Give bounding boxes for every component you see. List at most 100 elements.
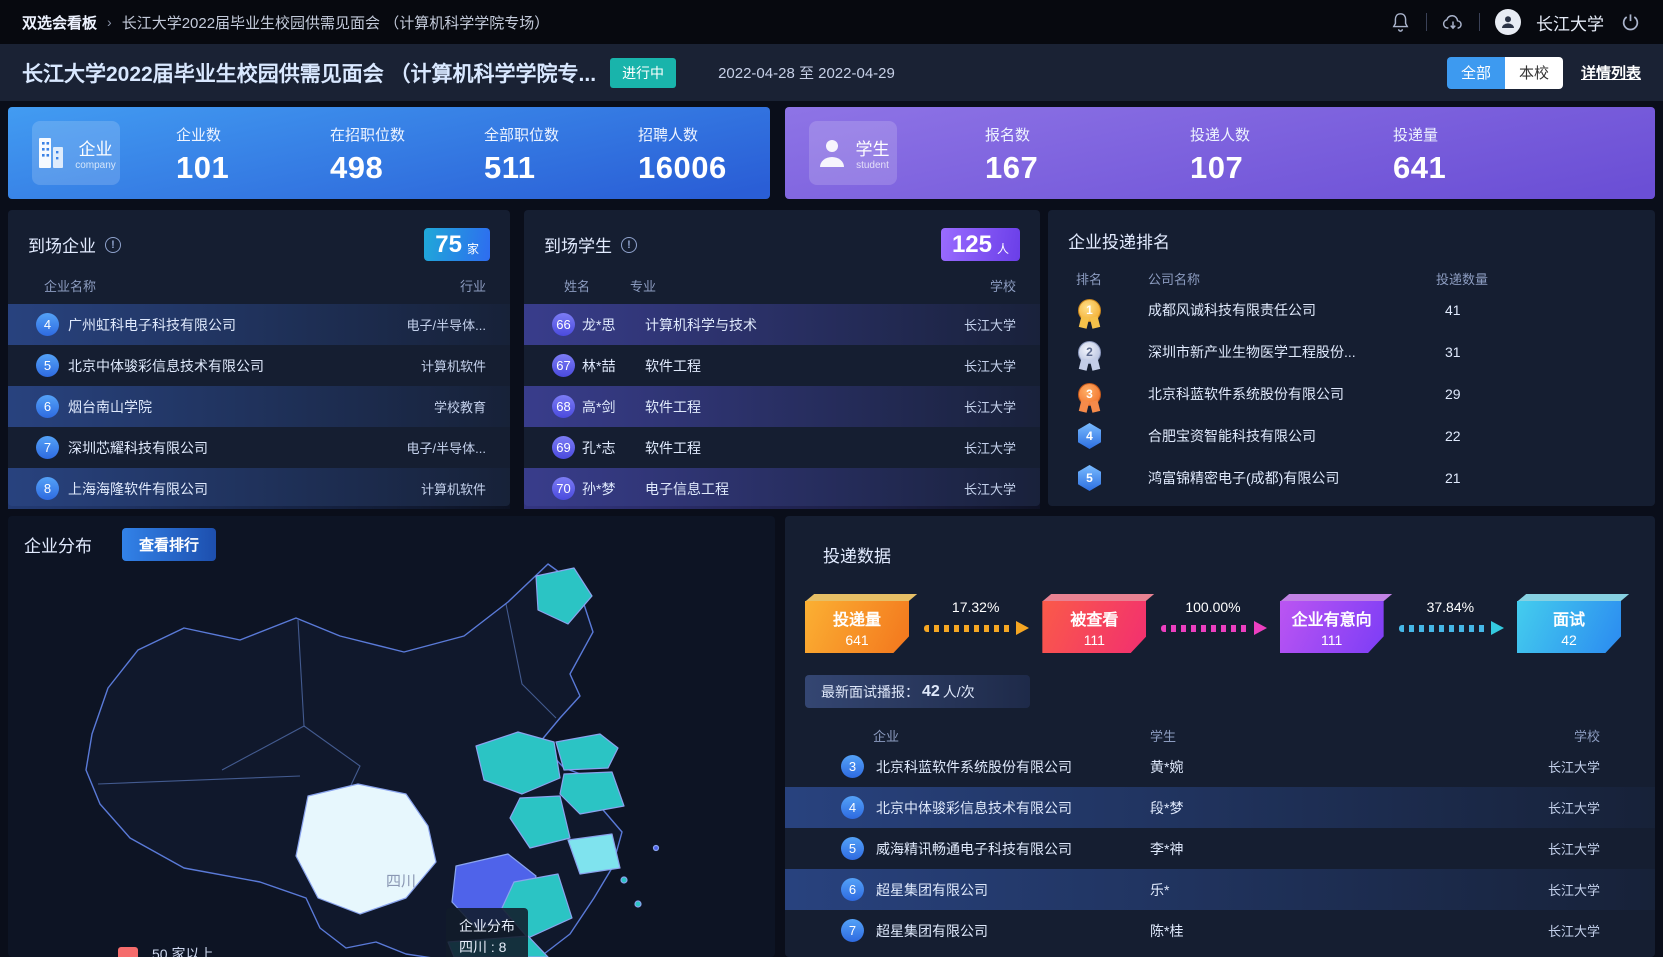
stat-all-positions: 全部职位数 511 [484,127,560,185]
delivery-count: 31 [1445,344,1461,360]
company-name: 北京科蓝软件系统股份有限公司 [1148,386,1344,402]
funnel-stage-viewed: 被查看 111 [1042,594,1155,653]
table-row: 6 烟台南山学院 学校教育 [8,386,510,427]
breadcrumb-root[interactable]: 双选会看板 [22,14,98,32]
row-number-badge: 5 [841,837,864,860]
table-row: 5 鸿富锦精密电子(成都)有限公司 21 [1048,457,1655,499]
table-header: 企业名称 行业 [44,279,486,294]
funnel-stage-delivered: 投递量 641 [805,594,918,653]
student-school: 长江大学 [963,359,1016,374]
stat-company-count: 企业数 101 [176,127,230,185]
conversion-rate: 100.00% [1185,599,1241,615]
student-name: 孔*志 [582,439,616,456]
legend-label: 50 家以上 [152,946,214,957]
table-row: 5 北京中体骏彩信息技术有限公司 计算机软件 [8,345,510,386]
student-name: 黄*婉 [1150,758,1184,775]
row-number-badge: 6 [36,395,59,418]
table-row: 7 超星集团有限公司 陈*桂 长江大学 [785,910,1655,951]
row-number-badge: 69 [552,436,575,459]
company-industry: 电子/半导体... [406,318,486,333]
panel-title: 企业投递排名 [1068,233,1170,252]
card-subtitle: student [856,160,889,171]
island-dot [620,876,628,884]
funnel-stage-interested: 企业有意向 111 [1279,594,1392,653]
table-row: 3 北京科蓝软件系统股份有限公司 29 [1048,373,1655,415]
island-dot [634,900,642,908]
row-number-badge: 3 [841,755,864,778]
row-number-badge: 66 [552,313,575,336]
table-row: 68 高*剑 软件工程 长江大学 [524,386,1040,427]
company-name: 超星集团有限公司 [876,881,988,898]
province-sichuan [295,783,437,915]
filter-all-button[interactable]: 全部 [1446,56,1505,89]
row-number-badge: 5 [36,354,59,377]
table-row: 5 威海精讯畅通电子科技有限公司 李*神 长江大学 [785,828,1655,869]
info-icon[interactable] [105,236,121,253]
stat-recruit-headcount: 招聘人数 16006 [638,127,727,185]
card-subtitle: company [75,160,116,171]
student-school: 长江大学 [1547,842,1600,857]
company-name: 烟台南山学院 [68,398,152,415]
top-navigation-bar: 双选会看板 › 长江大学2022届毕业生校园供需见面会 （计算机科学学院专场） … [0,0,1663,44]
delivery-count: 29 [1445,386,1461,402]
company-name: 北京中体骏彩信息技术有限公司 [876,799,1072,816]
view-ranking-button[interactable]: 查看排行 [122,528,217,561]
student-school: 长江大学 [1547,883,1600,898]
company-industry: 学校教育 [433,400,486,415]
delivery-funnel: 投递量 641 17.32% 被查看 111 100.00% 企业有意向 111 [785,567,1655,653]
company-industry: 计算机软件 [420,359,486,374]
page-header: 长江大学2022届毕业生校园供需见面会 （计算机科学学院专... 进行中 202… [0,44,1663,101]
company-name: 深圳芯耀科技有限公司 [68,439,208,456]
student-name: 孙*梦 [582,480,616,497]
attending-companies-panel: 到场企业 75 家 企业名称 行业 4 广州虹科电子科技有限公司 电子/半导体.… [8,210,510,509]
table-header: 企业 学生 学校 [873,729,1600,744]
student-count-badge: 125 人 [940,228,1020,261]
panel-title: 到场企业 [28,237,96,256]
delivery-count: 41 [1445,302,1461,318]
student-stats-card: 学生 student 报名数 167 投递人数 107 投递量 641 [785,107,1655,199]
company-name: 威海精讯畅通电子科技有限公司 [876,840,1072,857]
company-name: 深圳市新产业生物医学工程股份... [1148,344,1356,360]
rank-hexagon-icon: 5 [1078,465,1101,491]
filter-school-button[interactable]: 本校 [1504,56,1563,89]
island-dot [652,844,660,852]
student-school: 长江大学 [963,482,1016,497]
province-zhejiang [567,833,621,875]
interview-broadcast-bar: 最新面试播报： 42 人/次 [805,675,1030,708]
student-school: 长江大学 [963,441,1016,456]
person-icon [819,140,844,167]
table-header: 姓名 专业 学校 [564,279,1016,294]
table-row: 66 龙*思 计算机科学与技术 长江大学 [524,304,1040,345]
cloud-download-icon[interactable] [1442,11,1464,33]
company-name: 上海海隆软件有限公司 [68,480,208,497]
legend-color-swatch [118,946,138,957]
bell-icon[interactable] [1389,11,1411,33]
row-number-badge: 68 [552,395,575,418]
scope-toggle: 全部 本校 [1446,56,1563,89]
table-row: 2 深圳市新产业生物医学工程股份... 31 [1048,331,1655,373]
company-name: 超星集团有限公司 [876,922,988,939]
map-tooltip: 企业分布 四川 : 8 [446,908,528,957]
page-title: 长江大学2022届毕业生校园供需见面会 （计算机科学学院专... [22,62,597,86]
detail-list-link[interactable]: 详情列表 [1580,65,1641,82]
user-name[interactable]: 长江大学 [1536,14,1604,34]
table-row: 3 北京科蓝软件系统股份有限公司 黄*婉 长江大学 [785,746,1655,787]
row-number-badge: 7 [841,919,864,942]
stat-deliver-total: 投递量 641 [1393,127,1447,185]
conversion-rate: 37.84% [1426,599,1475,615]
power-icon[interactable] [1619,11,1641,33]
user-avatar[interactable] [1495,9,1521,35]
province-shandong [555,733,619,771]
rank-hexagon-icon: 4 [1078,423,1101,449]
student-name: 段*梦 [1150,799,1184,816]
table-row: 7 深圳芯耀科技有限公司 电子/半导体... [8,427,510,468]
china-map[interactable]: 四川 [8,546,775,957]
map-legend: 50 家以上 [118,944,213,957]
info-icon[interactable] [621,236,637,253]
province-northeast [535,567,593,625]
delivery-count: 22 [1445,428,1461,444]
panel-title: 到场学生 [544,237,612,256]
company-name: 合肥宝资智能科技有限公司 [1148,428,1316,444]
stat-open-positions: 在招职位数 498 [330,127,406,185]
divider [1426,13,1427,31]
